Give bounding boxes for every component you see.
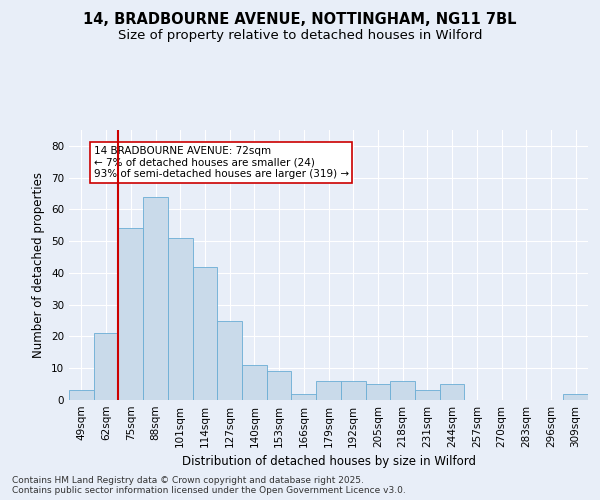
Bar [365, 384, 390, 400]
Bar [292, 394, 316, 400]
Bar [118, 228, 143, 400]
Text: Contains HM Land Registry data © Crown copyright and database right 2025.
Contai: Contains HM Land Registry data © Crown c… [12, 476, 406, 495]
Bar [69, 390, 94, 400]
Y-axis label: Number of detached properties: Number of detached properties [32, 172, 46, 358]
Bar [217, 320, 242, 400]
Bar [193, 266, 217, 400]
Bar [242, 365, 267, 400]
Bar [143, 196, 168, 400]
Bar [440, 384, 464, 400]
Bar [168, 238, 193, 400]
Bar [267, 372, 292, 400]
Bar [94, 334, 118, 400]
Bar [390, 381, 415, 400]
Bar [316, 381, 341, 400]
Text: 14, BRADBOURNE AVENUE, NOTTINGHAM, NG11 7BL: 14, BRADBOURNE AVENUE, NOTTINGHAM, NG11 … [83, 12, 517, 28]
Bar [563, 394, 588, 400]
Bar [415, 390, 440, 400]
Text: 14 BRADBOURNE AVENUE: 72sqm
← 7% of detached houses are smaller (24)
93% of semi: 14 BRADBOURNE AVENUE: 72sqm ← 7% of deta… [94, 146, 349, 179]
Bar [341, 381, 365, 400]
X-axis label: Distribution of detached houses by size in Wilford: Distribution of detached houses by size … [182, 456, 476, 468]
Text: Size of property relative to detached houses in Wilford: Size of property relative to detached ho… [118, 29, 482, 42]
